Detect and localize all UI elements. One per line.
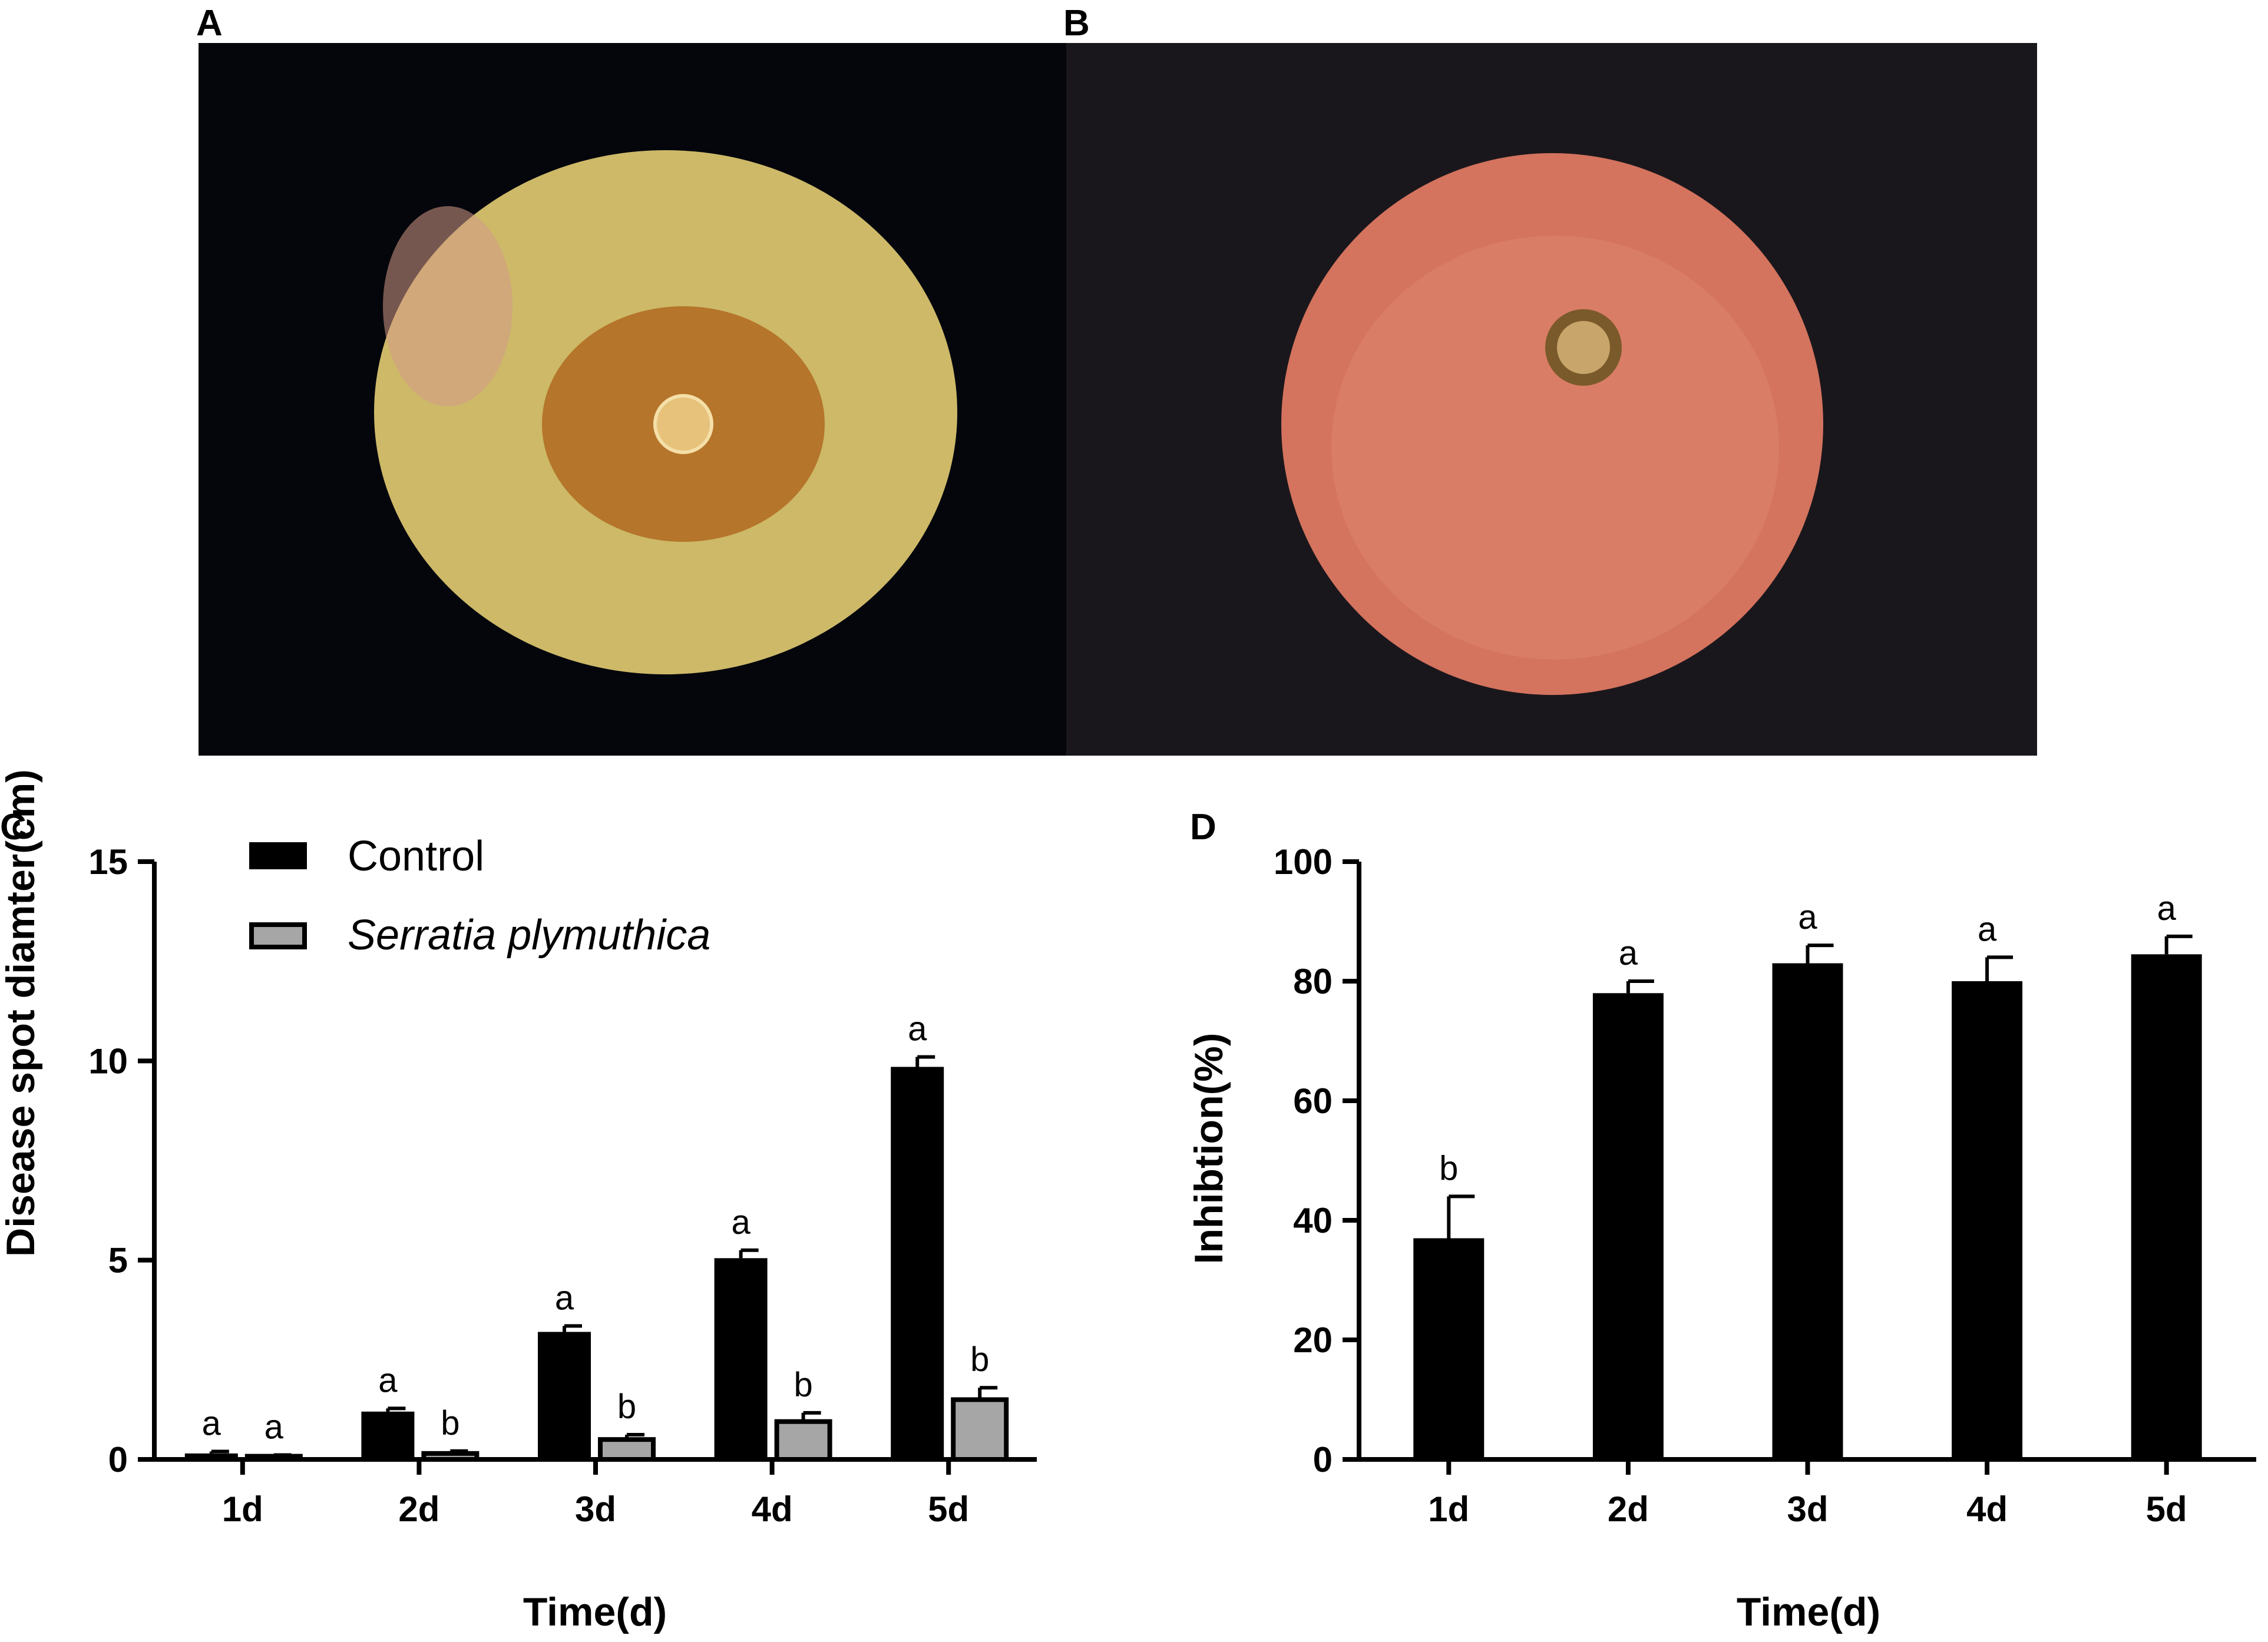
y-tick-label: 15 (88, 842, 128, 882)
significance-letter: a (731, 1203, 751, 1242)
significance-letter: a (378, 1361, 398, 1399)
bar-control-4d (714, 1258, 768, 1459)
significance-letter: b (1439, 1149, 1458, 1187)
significance-letter: b (970, 1340, 989, 1379)
bar-inhibition-5d (2131, 954, 2202, 1459)
bar-control-3d (538, 1332, 591, 1459)
chart-c-labels: 0 5 10 15 1d a a 2d a b 3d a b 4d a b 5d a b (88, 842, 989, 1529)
bar-serratia-plymuthica-5d (951, 1397, 1009, 1462)
chart-c-x-axis-title: Time(d) (523, 1590, 667, 1634)
bar-inhibition-2d (1592, 993, 1664, 1459)
bar-serratia-plymuthica-4d (774, 1419, 832, 1462)
chart-d-x-axis-title: Time(d) (1737, 1590, 1880, 1634)
significance-letter: a (908, 1010, 927, 1048)
y-tick-label: 0 (108, 1440, 128, 1479)
bar-inhibition-4d (1952, 981, 2023, 1459)
significance-letter: a (1798, 898, 1817, 936)
panel-label-a: A (196, 3, 223, 44)
x-tick-label: 4d (752, 1489, 793, 1529)
x-tick-label: 2d (1608, 1489, 1649, 1529)
chart-c-bars (184, 1055, 1009, 1462)
significance-letter: a (202, 1404, 221, 1442)
chart-c: 0 5 10 15 1d a a 2d a b 3d a b 4d a b 5d a b Time(d) Disea… (0, 769, 1037, 1634)
bar-control-1d (184, 1453, 238, 1459)
bar-control-2d (361, 1411, 415, 1459)
y-tick-label: 0 (1313, 1440, 1333, 1479)
x-tick-label: 2d (398, 1489, 439, 1529)
photo-a-apple-blush (383, 206, 513, 406)
panel-label-d: D (1190, 807, 1216, 848)
x-tick-label: 5d (928, 1489, 969, 1529)
legend-swatch-serratia (249, 922, 307, 949)
x-tick-label: 4d (1966, 1489, 2008, 1529)
significance-letter: b (794, 1366, 812, 1404)
photo-a-wound (653, 394, 713, 454)
bar-inhibition-3d (1772, 963, 1843, 1459)
significance-letter: a (2157, 889, 2177, 928)
significance-letter: b (617, 1388, 636, 1426)
panel-label-c: C (0, 807, 27, 848)
x-tick-label: 5d (2146, 1489, 2187, 1529)
y-tick-label: 60 (1293, 1081, 1333, 1121)
chart-d-labels: 0 20 40 60 80 100 1d b 2d a 3d a 4d a 5d a (1274, 842, 2187, 1529)
y-tick-label: 40 (1293, 1201, 1333, 1240)
panel-label-b: B (1063, 3, 1090, 44)
significance-letter: a (1978, 910, 1997, 948)
bar-serratia-plymuthica-3d (598, 1437, 656, 1462)
bar-inhibition-1d (1413, 1238, 1485, 1459)
y-tick-label: 20 (1293, 1320, 1333, 1360)
photo-a (199, 43, 1066, 756)
legend-label-serratia: Serratia plymuthica (348, 912, 710, 959)
y-tick-label: 80 (1293, 962, 1333, 1001)
bar-control-5d (891, 1067, 944, 1459)
chart-d: 0 20 40 60 80 100 1d b 2d a 3d a 4d a 5d a Time(d) Inhi… (1186, 842, 2256, 1634)
x-tick-label: 3d (575, 1489, 616, 1529)
chart-d-y-axis-title: Inhibtion(%) (1186, 1033, 1231, 1264)
y-tick-label: 5 (108, 1241, 128, 1280)
chart-c-legend: Control Serratia plymuthica (249, 833, 710, 959)
chart-d-bars (1413, 934, 2202, 1459)
significance-letter: a (265, 1408, 284, 1446)
photo-b-apple (1281, 153, 1823, 695)
legend-swatch-control (249, 842, 307, 869)
significance-letter: a (1619, 934, 1638, 972)
chart-c-y-axis-title: Disease spot diamter(cm) (0, 769, 43, 1257)
y-tick-label: 100 (1274, 842, 1333, 882)
bar-serratia-plymuthica-2d (421, 1451, 480, 1462)
significance-letter: a (555, 1279, 574, 1317)
legend-label-control: Control (348, 833, 484, 880)
photo-b-apple-shade (1331, 236, 1779, 660)
significance-letter: b (441, 1404, 459, 1442)
photo-b (1066, 43, 2037, 756)
x-tick-label: 1d (1428, 1489, 1469, 1529)
x-tick-label: 3d (1787, 1489, 1828, 1529)
y-tick-label: 10 (88, 1041, 128, 1081)
photo-b-lesion-core (1557, 321, 1610, 374)
x-tick-label: 1d (222, 1489, 263, 1529)
